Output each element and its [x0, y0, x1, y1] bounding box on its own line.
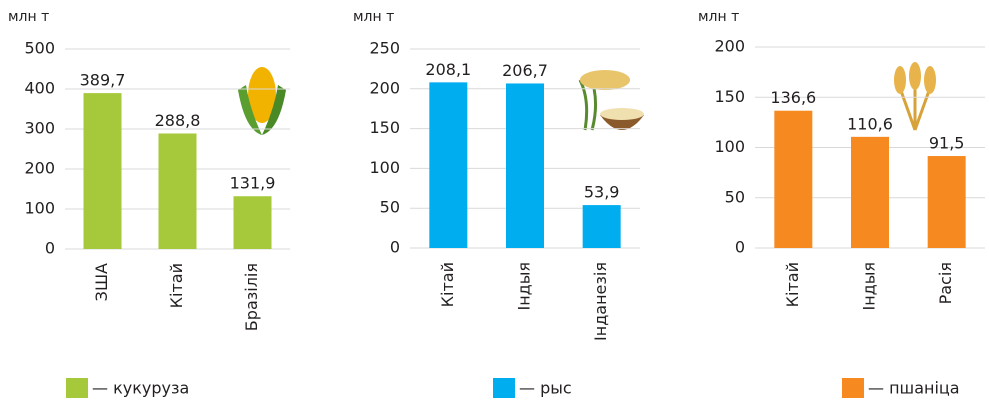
bar [234, 196, 272, 249]
bar [506, 83, 544, 248]
legend-label: — кукуруза [92, 379, 189, 398]
page: млн т0100200300400500389,7ЗША288,8Кітай1… [0, 0, 989, 407]
value-label: 288,8 [155, 111, 201, 130]
x-tick-label: Бразілія [242, 263, 261, 331]
legend-swatch [842, 378, 864, 398]
corn-icon [238, 67, 286, 135]
y-tick-label: 50 [725, 187, 745, 206]
y-axis-label: млн т [8, 9, 49, 25]
value-label: 131,9 [230, 174, 276, 193]
value-label: 208,1 [425, 60, 471, 79]
y-tick-label: 100 [714, 137, 745, 156]
y-tick-label: 400 [24, 79, 55, 98]
value-label: 136,6 [770, 88, 816, 107]
y-tick-label: 0 [45, 239, 55, 258]
value-label: 206,7 [502, 61, 548, 80]
y-tick-label: 200 [369, 78, 400, 97]
bar [84, 93, 122, 249]
legend-label: — пшаніца [868, 379, 960, 398]
value-label: 389,7 [80, 71, 126, 90]
x-tick-label: Індыя [860, 262, 879, 311]
x-tick-label: ЗША [92, 263, 111, 301]
bar [583, 205, 621, 248]
wheat-icon [894, 62, 936, 130]
y-tick-label: 200 [714, 37, 745, 56]
x-tick-label: Інданезія [591, 262, 610, 341]
bar [851, 137, 889, 248]
y-axis-label: млн т [353, 9, 394, 25]
value-label: 110,6 [847, 114, 893, 133]
y-tick-label: 0 [390, 238, 400, 257]
y-axis-label: млн т [698, 9, 739, 25]
y-tick-label: 100 [369, 158, 400, 177]
legend-swatch [493, 378, 515, 398]
y-tick-label: 50 [380, 198, 400, 217]
x-tick-label: Кітай [438, 262, 457, 307]
value-label: 91,5 [929, 134, 965, 153]
y-tick-label: 150 [369, 118, 400, 137]
y-tick-label: 150 [714, 87, 745, 106]
value-label: 53,9 [584, 183, 620, 202]
y-tick-label: 500 [24, 39, 55, 58]
y-tick-label: 300 [24, 119, 55, 138]
y-tick-label: 100 [24, 199, 55, 218]
x-tick-label: Індыя [515, 262, 534, 311]
x-tick-label: Кітай [167, 263, 186, 308]
x-tick-label: Кітай [783, 262, 802, 307]
bar [159, 133, 197, 249]
rice-icon [580, 70, 644, 130]
legend-label: — рыс [519, 379, 572, 398]
y-tick-label: 0 [735, 238, 745, 257]
y-tick-label: 250 [369, 39, 400, 58]
legend-swatch [66, 378, 88, 398]
y-tick-label: 200 [24, 159, 55, 178]
x-tick-label: Расія [936, 262, 955, 304]
bar [429, 82, 467, 248]
bar [774, 111, 812, 248]
bar [928, 156, 966, 248]
